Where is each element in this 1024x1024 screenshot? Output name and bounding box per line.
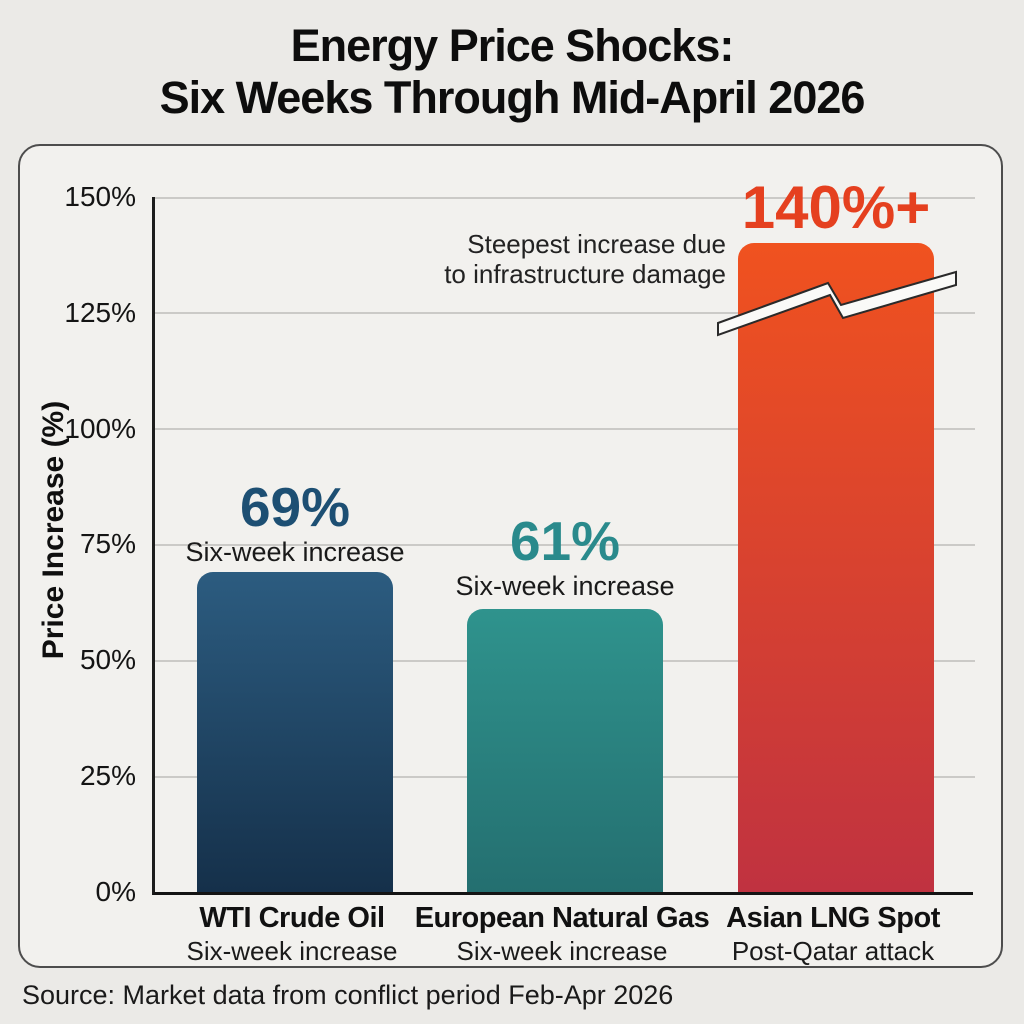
category-label-wti: WTI Crude Oil xyxy=(199,902,385,934)
bar-wti-crude-oil xyxy=(197,572,393,892)
y-tick-25: 25% xyxy=(79,760,136,791)
chart-title: Energy Price Shocks: Six Weeks Through M… xyxy=(0,20,1024,124)
category-sublabel-lng: Post-Qatar attack xyxy=(731,936,935,966)
annotation-line1: Steepest increase due xyxy=(467,229,726,259)
value-label-gas: 61% xyxy=(509,510,621,572)
bar-european-natural-gas xyxy=(467,609,663,892)
value-label-lng: 140%+ xyxy=(741,174,931,241)
category-sublabel-gas: Six-week increase xyxy=(456,936,668,966)
value-sublabel-wti: Six-week increase xyxy=(185,537,405,567)
bar-asian-lng-spot xyxy=(738,243,934,892)
y-tick-125: 125% xyxy=(64,297,136,328)
category-sublabel-wti: Six-week increase xyxy=(186,936,398,966)
annotation-infrastructure-damage: Steepest increase due to infrastructure … xyxy=(306,229,726,289)
chart-title-line1: Energy Price Shocks: xyxy=(290,20,735,71)
gridline-150 xyxy=(155,197,975,199)
value-sublabel-gas: Six-week increase xyxy=(455,571,675,601)
source-note: Source: Market data from conflict period… xyxy=(22,980,674,1010)
gridline-100 xyxy=(155,428,975,430)
category-label-gas: European Natural Gas xyxy=(414,902,710,934)
y-tick-150: 150% xyxy=(64,181,136,212)
gridline-75 xyxy=(155,544,975,546)
y-tick-75: 75% xyxy=(79,528,136,559)
gridline-125 xyxy=(155,312,975,314)
annotation-line2: to infrastructure damage xyxy=(444,259,726,289)
value-label-wti: 69% xyxy=(239,476,351,538)
y-tick-100: 100% xyxy=(64,413,136,444)
plot-area: 69% Six-week increase 61% Six-week incre… xyxy=(152,174,975,895)
chart-panel: Price Increase (%) 150% 125% 100% 75% 50… xyxy=(18,144,1003,968)
chart-title-line2: Six Weeks Through Mid-April 2026 xyxy=(159,72,866,124)
y-tick-0: 0% xyxy=(95,876,136,907)
y-tick-50: 50% xyxy=(79,644,136,675)
category-label-lng: Asian LNG Spot xyxy=(726,902,940,934)
